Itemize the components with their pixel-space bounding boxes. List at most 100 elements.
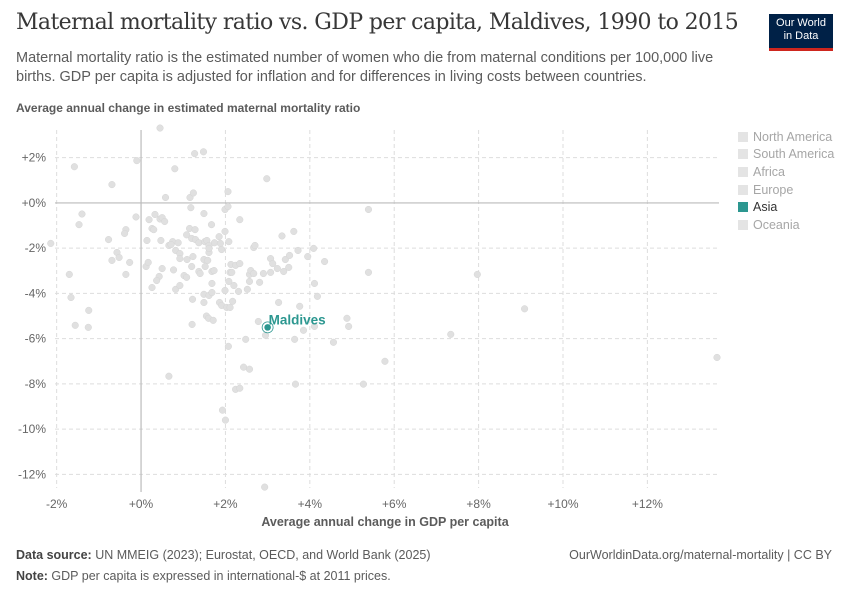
data-point bbox=[273, 264, 281, 273]
data-point bbox=[296, 302, 304, 310]
data-point bbox=[165, 372, 173, 380]
data-point bbox=[121, 229, 129, 238]
data-point bbox=[234, 287, 243, 295]
legend-item-asia[interactable]: Asia bbox=[738, 198, 834, 216]
legend-item-oceania[interactable]: Oceania bbox=[738, 216, 834, 234]
data-point bbox=[291, 335, 299, 343]
source-link[interactable]: OurWorldinData.org/maternal-mortality | … bbox=[569, 548, 832, 562]
data-point bbox=[171, 165, 179, 173]
data-point bbox=[521, 305, 529, 313]
data-point bbox=[189, 252, 197, 261]
data-point bbox=[251, 241, 259, 250]
data-point bbox=[261, 483, 269, 491]
data-point bbox=[245, 365, 254, 373]
legend-item-africa[interactable]: Africa bbox=[738, 163, 834, 181]
legend-swatch bbox=[738, 219, 748, 230]
data-point bbox=[174, 239, 182, 247]
data-point bbox=[143, 236, 151, 245]
data-point bbox=[243, 285, 251, 293]
data-point bbox=[343, 314, 351, 322]
data-point bbox=[245, 277, 254, 285]
data-point bbox=[285, 263, 293, 271]
y-tick-label: -4% bbox=[25, 286, 47, 300]
source-label: Data source: bbox=[16, 548, 92, 562]
data-point bbox=[224, 342, 232, 350]
data-point bbox=[189, 189, 197, 197]
data-point bbox=[209, 316, 217, 324]
legend-swatch bbox=[738, 202, 748, 213]
data-point bbox=[201, 262, 209, 271]
data-point bbox=[196, 269, 204, 278]
legend-label: South America bbox=[753, 147, 835, 162]
data-point bbox=[250, 269, 258, 278]
data-point bbox=[218, 245, 226, 254]
x-tick-label: +2% bbox=[213, 497, 238, 511]
y-tick-label: -12% bbox=[18, 467, 46, 481]
data-point bbox=[187, 204, 195, 212]
data-point bbox=[713, 353, 721, 362]
data-point bbox=[304, 252, 312, 261]
data-point bbox=[313, 292, 321, 300]
data-point bbox=[122, 270, 130, 278]
legend-item-europe[interactable]: Europe bbox=[738, 181, 834, 199]
data-point bbox=[84, 323, 92, 331]
highlight-ring bbox=[261, 321, 274, 334]
data-point bbox=[199, 148, 208, 156]
y-tick-label: +0% bbox=[22, 196, 47, 210]
data-point bbox=[188, 295, 197, 303]
data-point bbox=[75, 221, 83, 229]
owid-logo[interactable]: Our World in Data bbox=[769, 14, 833, 51]
data-point bbox=[447, 330, 455, 338]
legend-item-south-america[interactable]: South America bbox=[738, 146, 834, 164]
data-point bbox=[236, 384, 244, 392]
x-tick-label: +4% bbox=[298, 497, 323, 511]
data-point bbox=[224, 188, 232, 196]
data-point bbox=[329, 338, 338, 346]
data-point bbox=[225, 238, 233, 246]
legend-swatch bbox=[738, 131, 748, 142]
data-point bbox=[108, 256, 116, 264]
data-point bbox=[263, 175, 271, 183]
data-point bbox=[210, 239, 219, 247]
data-point bbox=[278, 232, 286, 240]
x-tick-label: +0% bbox=[129, 497, 154, 511]
data-point bbox=[47, 239, 55, 247]
x-axis-label: Average annual change in GDP per capita bbox=[261, 515, 509, 529]
data-point bbox=[210, 267, 218, 275]
data-point bbox=[183, 255, 191, 264]
legend-item-north-america[interactable]: North America bbox=[738, 128, 834, 146]
data-point bbox=[269, 260, 277, 268]
y-tick-label: +2% bbox=[22, 151, 47, 165]
data-point bbox=[215, 233, 223, 241]
data-point bbox=[176, 281, 184, 290]
legend-label: North America bbox=[753, 129, 833, 144]
data-point bbox=[144, 258, 152, 266]
data-point bbox=[364, 268, 373, 276]
y-tick-label: -2% bbox=[25, 241, 47, 255]
legend-label: Africa bbox=[753, 164, 785, 179]
data-point bbox=[261, 331, 270, 339]
data-point bbox=[200, 298, 208, 307]
data-point bbox=[294, 246, 302, 254]
data-point bbox=[299, 326, 308, 334]
data-point bbox=[133, 157, 141, 165]
data-point bbox=[151, 210, 159, 219]
data-point bbox=[156, 124, 164, 132]
data-point bbox=[275, 298, 283, 307]
x-tick-label: +10% bbox=[547, 497, 578, 511]
data-point bbox=[65, 270, 73, 278]
data-point bbox=[167, 241, 175, 249]
data-point bbox=[254, 317, 262, 326]
data-point bbox=[290, 227, 298, 235]
data-point bbox=[183, 273, 191, 281]
data-point bbox=[345, 322, 353, 331]
data-point bbox=[359, 380, 367, 388]
data-point bbox=[204, 256, 212, 264]
legend-swatch bbox=[738, 149, 748, 160]
data-point bbox=[256, 278, 264, 286]
data-point bbox=[105, 236, 113, 244]
data-point bbox=[191, 226, 199, 234]
data-point bbox=[78, 210, 86, 218]
logo-line-1: Our World bbox=[776, 17, 826, 29]
